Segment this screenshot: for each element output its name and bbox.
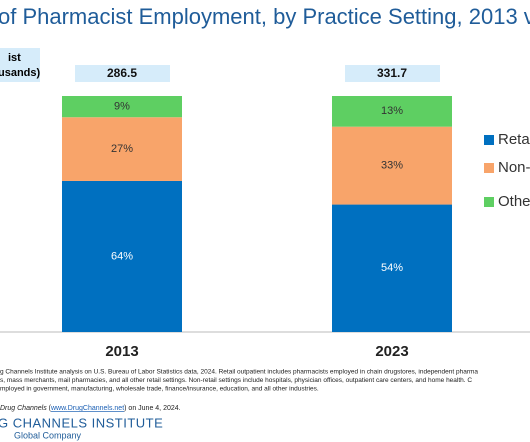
totals-header: ist <box>8 52 21 64</box>
legend-label: Retai <box>498 131 530 148</box>
x-tick-label: 2013 <box>105 343 138 360</box>
total-label: 331.7 <box>377 66 407 80</box>
source-part: ) on June 4, 2024. <box>124 405 180 412</box>
footnote: g Channels Institute analysis on U.S. Bu… <box>0 369 478 376</box>
total-box <box>75 65 170 82</box>
bar-segment <box>332 96 452 127</box>
totals-header: usands) <box>0 67 41 79</box>
source-part: ( <box>49 405 52 412</box>
bar-segment <box>62 117 182 181</box>
data-label: 27% <box>111 143 133 155</box>
data-label: 9% <box>114 101 130 113</box>
footnote: mployed in government, manufacturing, wh… <box>0 386 319 393</box>
source-part: Drug Channels <box>0 405 47 412</box>
total-box <box>345 65 440 82</box>
total-label: 286.5 <box>107 66 137 80</box>
bar-segment <box>62 180 182 332</box>
legend-swatch <box>484 135 494 145</box>
footnote: s, mass merchants, mail pharmacies, and … <box>0 377 472 384</box>
bar-segment <box>62 96 182 118</box>
legend-label: Othe <box>498 193 530 210</box>
x-tick-label: 2023 <box>375 343 408 360</box>
data-label: 13% <box>381 105 403 117</box>
logo-tagline: Global Company <box>14 430 82 440</box>
source-link: www.DrugChannels.net <box>50 405 124 412</box>
data-label: 54% <box>381 262 403 274</box>
logo-name: G CHANNELS INSTITUTE <box>0 415 163 430</box>
data-label: 33% <box>381 160 403 172</box>
bar-segment <box>332 204 452 332</box>
legend-swatch <box>484 163 494 173</box>
totals-header-box <box>0 48 40 82</box>
legend-swatch <box>484 197 494 207</box>
chart-title: of Pharmacist Employment, by Practice Se… <box>0 4 530 29</box>
bar-segment <box>332 126 452 205</box>
legend-label: Non- <box>498 159 530 176</box>
data-label: 64% <box>111 250 133 262</box>
source: Drug Channels (www.DrugChannels.net) on … <box>0 405 181 412</box>
